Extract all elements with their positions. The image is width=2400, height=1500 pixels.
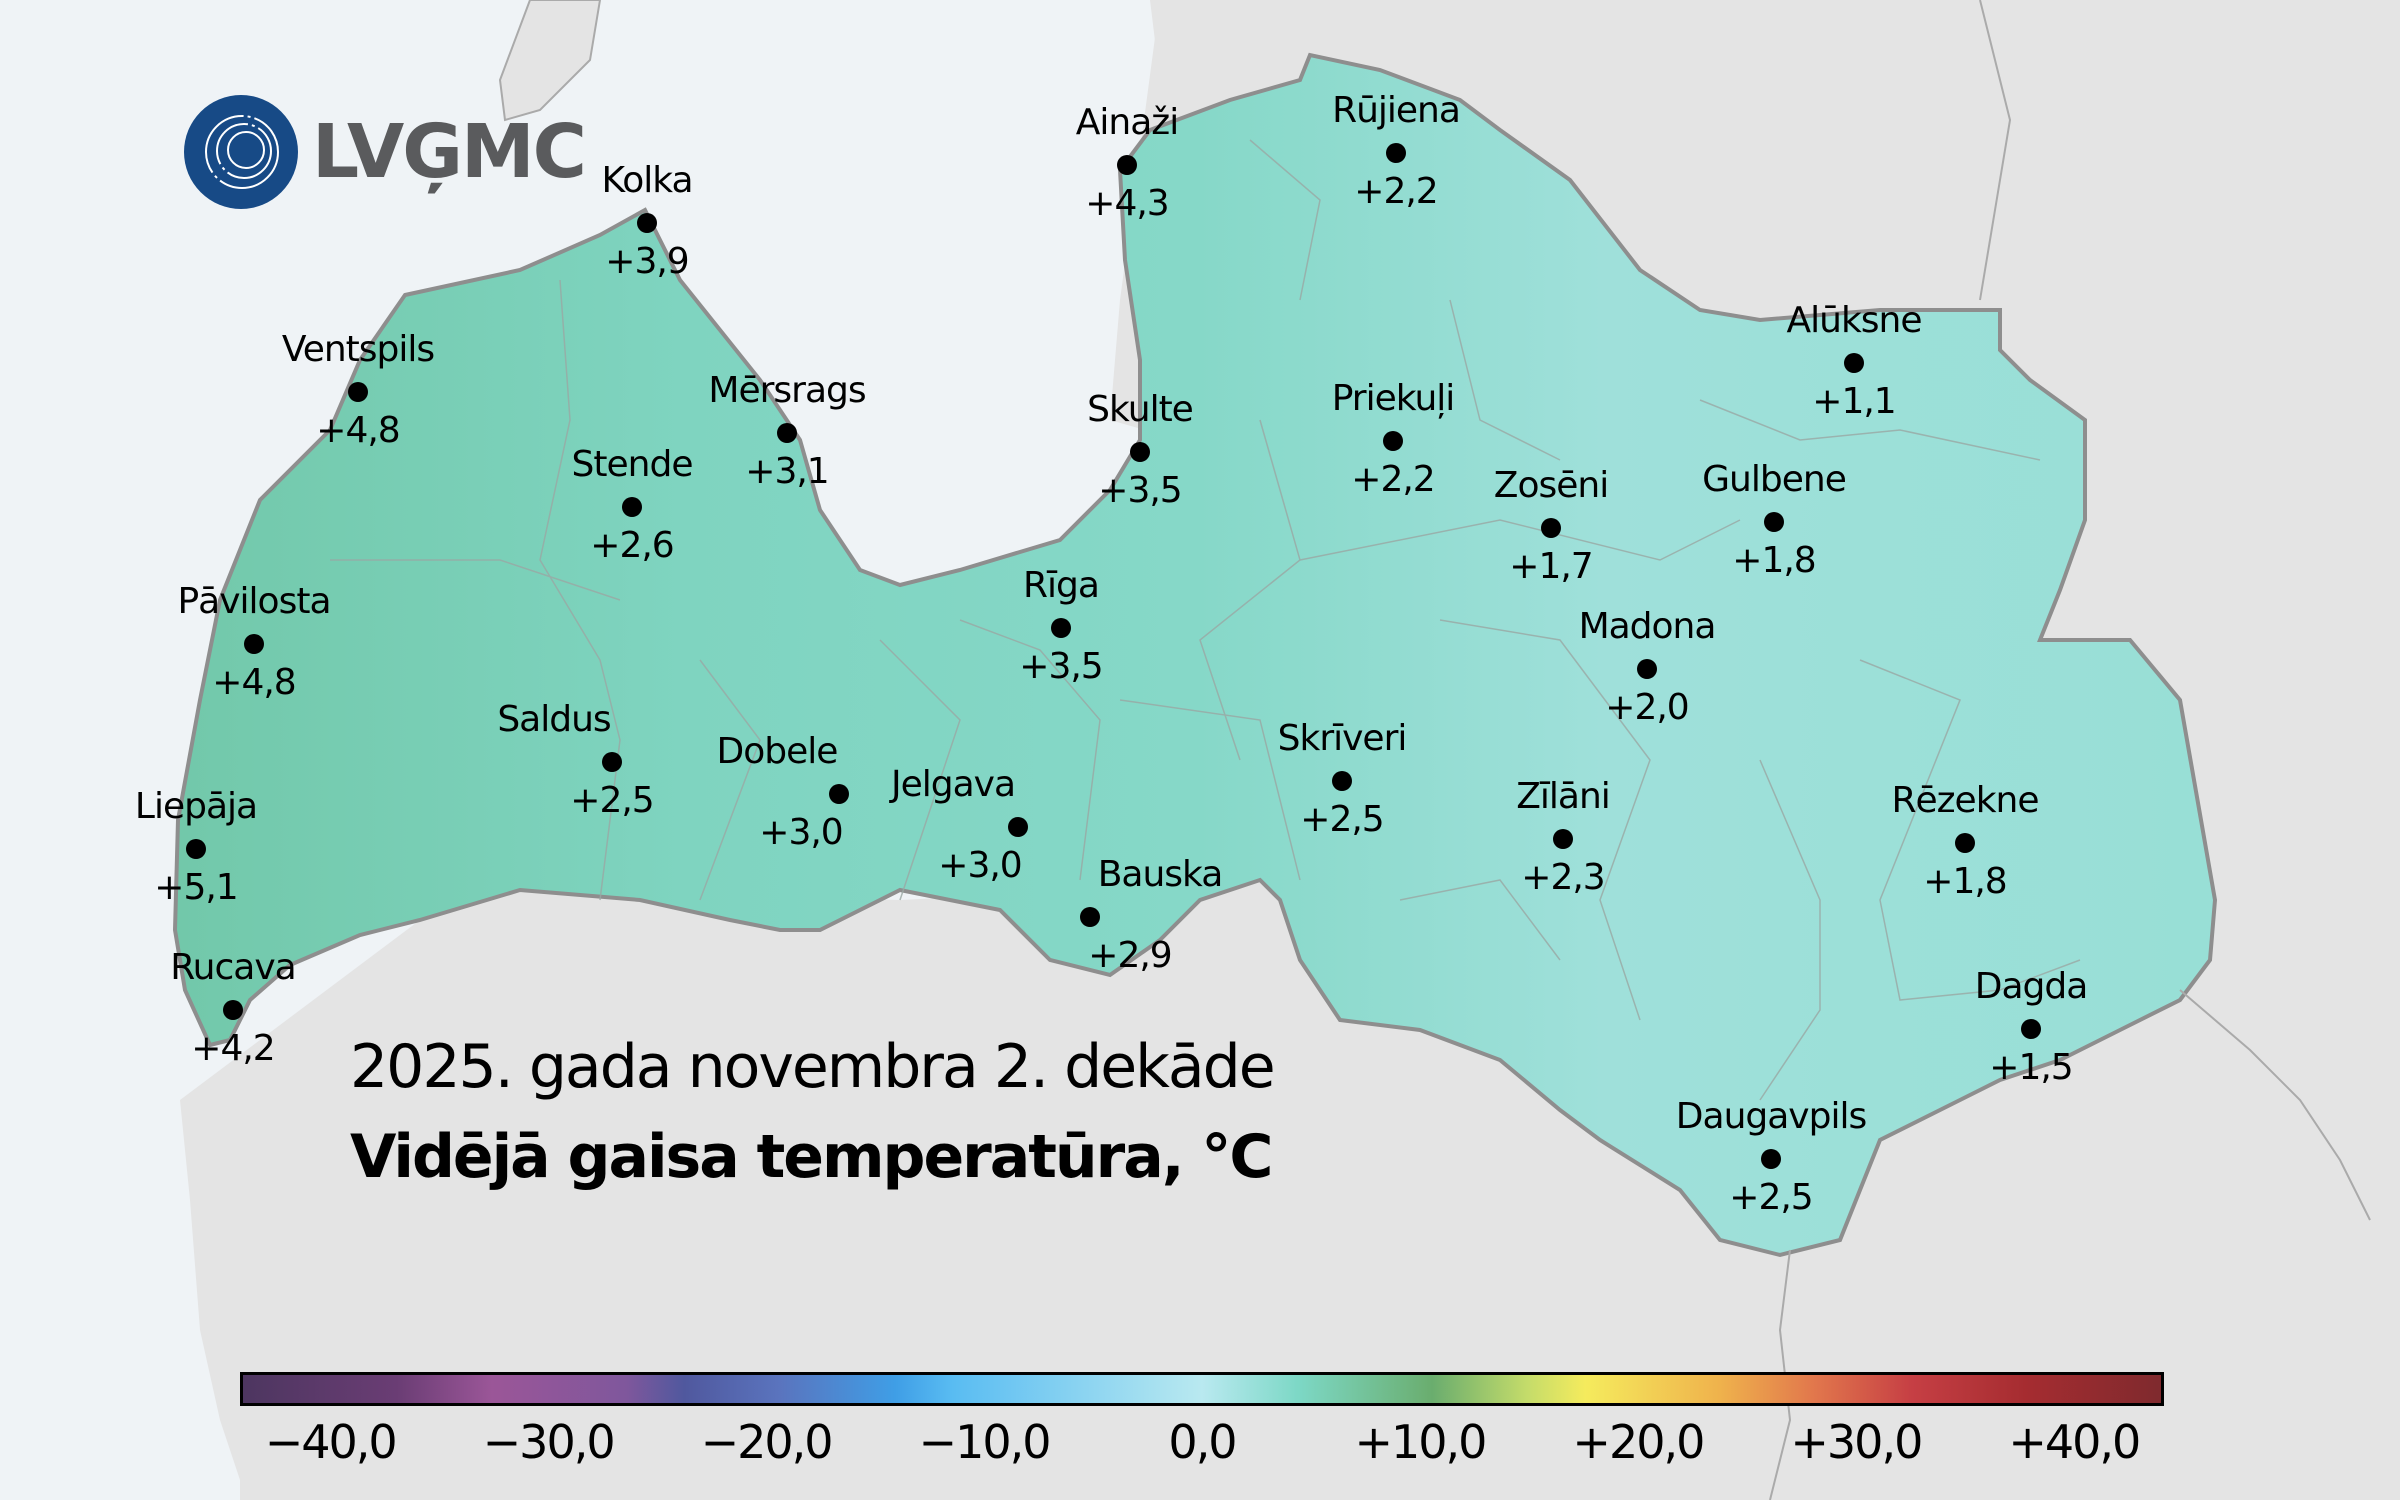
station-dot-icon [348, 382, 368, 402]
station-name: Stende [571, 444, 694, 485]
station-value: +2,2 [1354, 171, 1438, 212]
station-dot-icon [1637, 659, 1657, 679]
station-dot-icon [1332, 771, 1352, 791]
colorbar-tick-label: 0,0 [1168, 1415, 1237, 1469]
station-name: Ventspils [281, 329, 435, 370]
station-dot-icon [1008, 817, 1028, 837]
station-dot-icon [1955, 833, 1975, 853]
colorbar-tick-label: −40,0 [264, 1415, 398, 1469]
latvia-shape [172, 52, 2218, 1258]
period-title: 2025. gada novembra 2. dekāde [350, 1032, 1276, 1102]
station-value: +3,5 [1019, 646, 1103, 687]
station-value: +1,7 [1509, 546, 1593, 587]
station-dot-icon [637, 213, 657, 233]
station-dot-icon [777, 423, 797, 443]
station-name: Daugavpils [1675, 1096, 1867, 1137]
logo-rings-icon [184, 95, 298, 209]
station-name: Rūjiena [1332, 90, 1461, 131]
station-name: Dobele [716, 731, 839, 772]
station-value: +2,3 [1521, 857, 1605, 898]
station-value: +3,9 [605, 241, 689, 282]
station-dot-icon [1844, 353, 1864, 373]
station-value: +2,6 [590, 525, 674, 566]
station-value: +1,8 [1732, 540, 1816, 581]
station-name: Priekuļi [1331, 378, 1456, 419]
station-dot-icon [622, 497, 642, 517]
station-value: +3,5 [1098, 470, 1182, 511]
station-value: +4,2 [191, 1028, 275, 1069]
station-dot-icon [1051, 618, 1071, 638]
saaremaa [498, 0, 602, 122]
station-name: Jelgava [890, 764, 1016, 805]
station-name: Skrīveri [1277, 718, 1408, 759]
station-name: Saldus [497, 699, 611, 740]
station-value: +3,0 [759, 812, 843, 853]
station-name: Ainaži [1075, 102, 1179, 143]
station-value: +5,1 [154, 867, 238, 908]
station-value: +3,0 [938, 845, 1022, 886]
station-value: +2,5 [1300, 799, 1384, 840]
station-dot-icon [1386, 143, 1406, 163]
station-dot-icon [1130, 442, 1150, 462]
colorbar-tick-label: +40,0 [2008, 1415, 2141, 1469]
station-value: +1,8 [1923, 861, 2007, 902]
station-value: +1,1 [1812, 381, 1896, 422]
station-value: +2,5 [1729, 1177, 1813, 1218]
station-name: Kolka [601, 160, 693, 201]
colorbar-tick-label: −10,0 [918, 1415, 1052, 1469]
station-name: Skulte [1087, 389, 1194, 430]
colorbar-tick-label: +20,0 [1572, 1415, 1705, 1469]
station-dot-icon [1553, 829, 1573, 849]
station-dot-icon [2021, 1019, 2041, 1039]
station-dot-icon [1117, 155, 1137, 175]
station-name: Rēzekne [1891, 780, 2039, 821]
logo-text: LVĢMC [312, 109, 587, 195]
station-dot-icon [1383, 431, 1403, 451]
station-dot-icon [186, 839, 206, 859]
station-value: +2,5 [570, 780, 654, 821]
station-value: +2,0 [1605, 687, 1689, 728]
station-dot-icon [1541, 518, 1561, 538]
station-dot-icon [602, 752, 622, 772]
station-name: Pāvilosta [177, 581, 331, 622]
station-value: +4,8 [212, 662, 296, 703]
station-dot-icon [1764, 512, 1784, 532]
station-dot-icon [244, 634, 264, 654]
station-name: Bauska [1097, 854, 1224, 895]
station-name: Mērsrags [708, 370, 866, 411]
station-dot-icon [829, 784, 849, 804]
station-name: Madona [1578, 606, 1717, 647]
station-value: +1,5 [1989, 1047, 2073, 1088]
colorbar-tick-label: −20,0 [700, 1415, 834, 1469]
station-name: Rīga [1023, 565, 1100, 606]
station-name: Liepāja [134, 786, 258, 827]
station-name: Rucava [170, 947, 296, 988]
map-title: Vidējā gaisa temperatūra, °C [350, 1122, 1273, 1192]
station-value: +2,2 [1351, 459, 1435, 500]
station-name: Zīlāni [1516, 776, 1611, 817]
station-name: Dagda [1974, 966, 2089, 1007]
lvgmc-logo: LVĢMC [184, 95, 587, 209]
station-dot-icon [223, 1000, 243, 1020]
station-value: +2,9 [1088, 935, 1172, 976]
station-dot-icon [1080, 907, 1100, 927]
station-value: +3,1 [745, 451, 829, 492]
station-name: Alūksne [1786, 300, 1922, 341]
station-dot-icon [1761, 1149, 1781, 1169]
colorbar-tick-label: +10,0 [1354, 1415, 1487, 1469]
temperature-colorbar [240, 1372, 2164, 1406]
station-value: +4,8 [316, 410, 400, 451]
station-value: +4,3 [1085, 183, 1169, 224]
colorbar-tick-label: −30,0 [482, 1415, 616, 1469]
colorbar-tick-label: +30,0 [1790, 1415, 1923, 1469]
municipal-borders [330, 139, 2081, 1101]
station-name: Gulbene [1702, 459, 1847, 500]
station-name: Zosēni [1493, 465, 1609, 506]
